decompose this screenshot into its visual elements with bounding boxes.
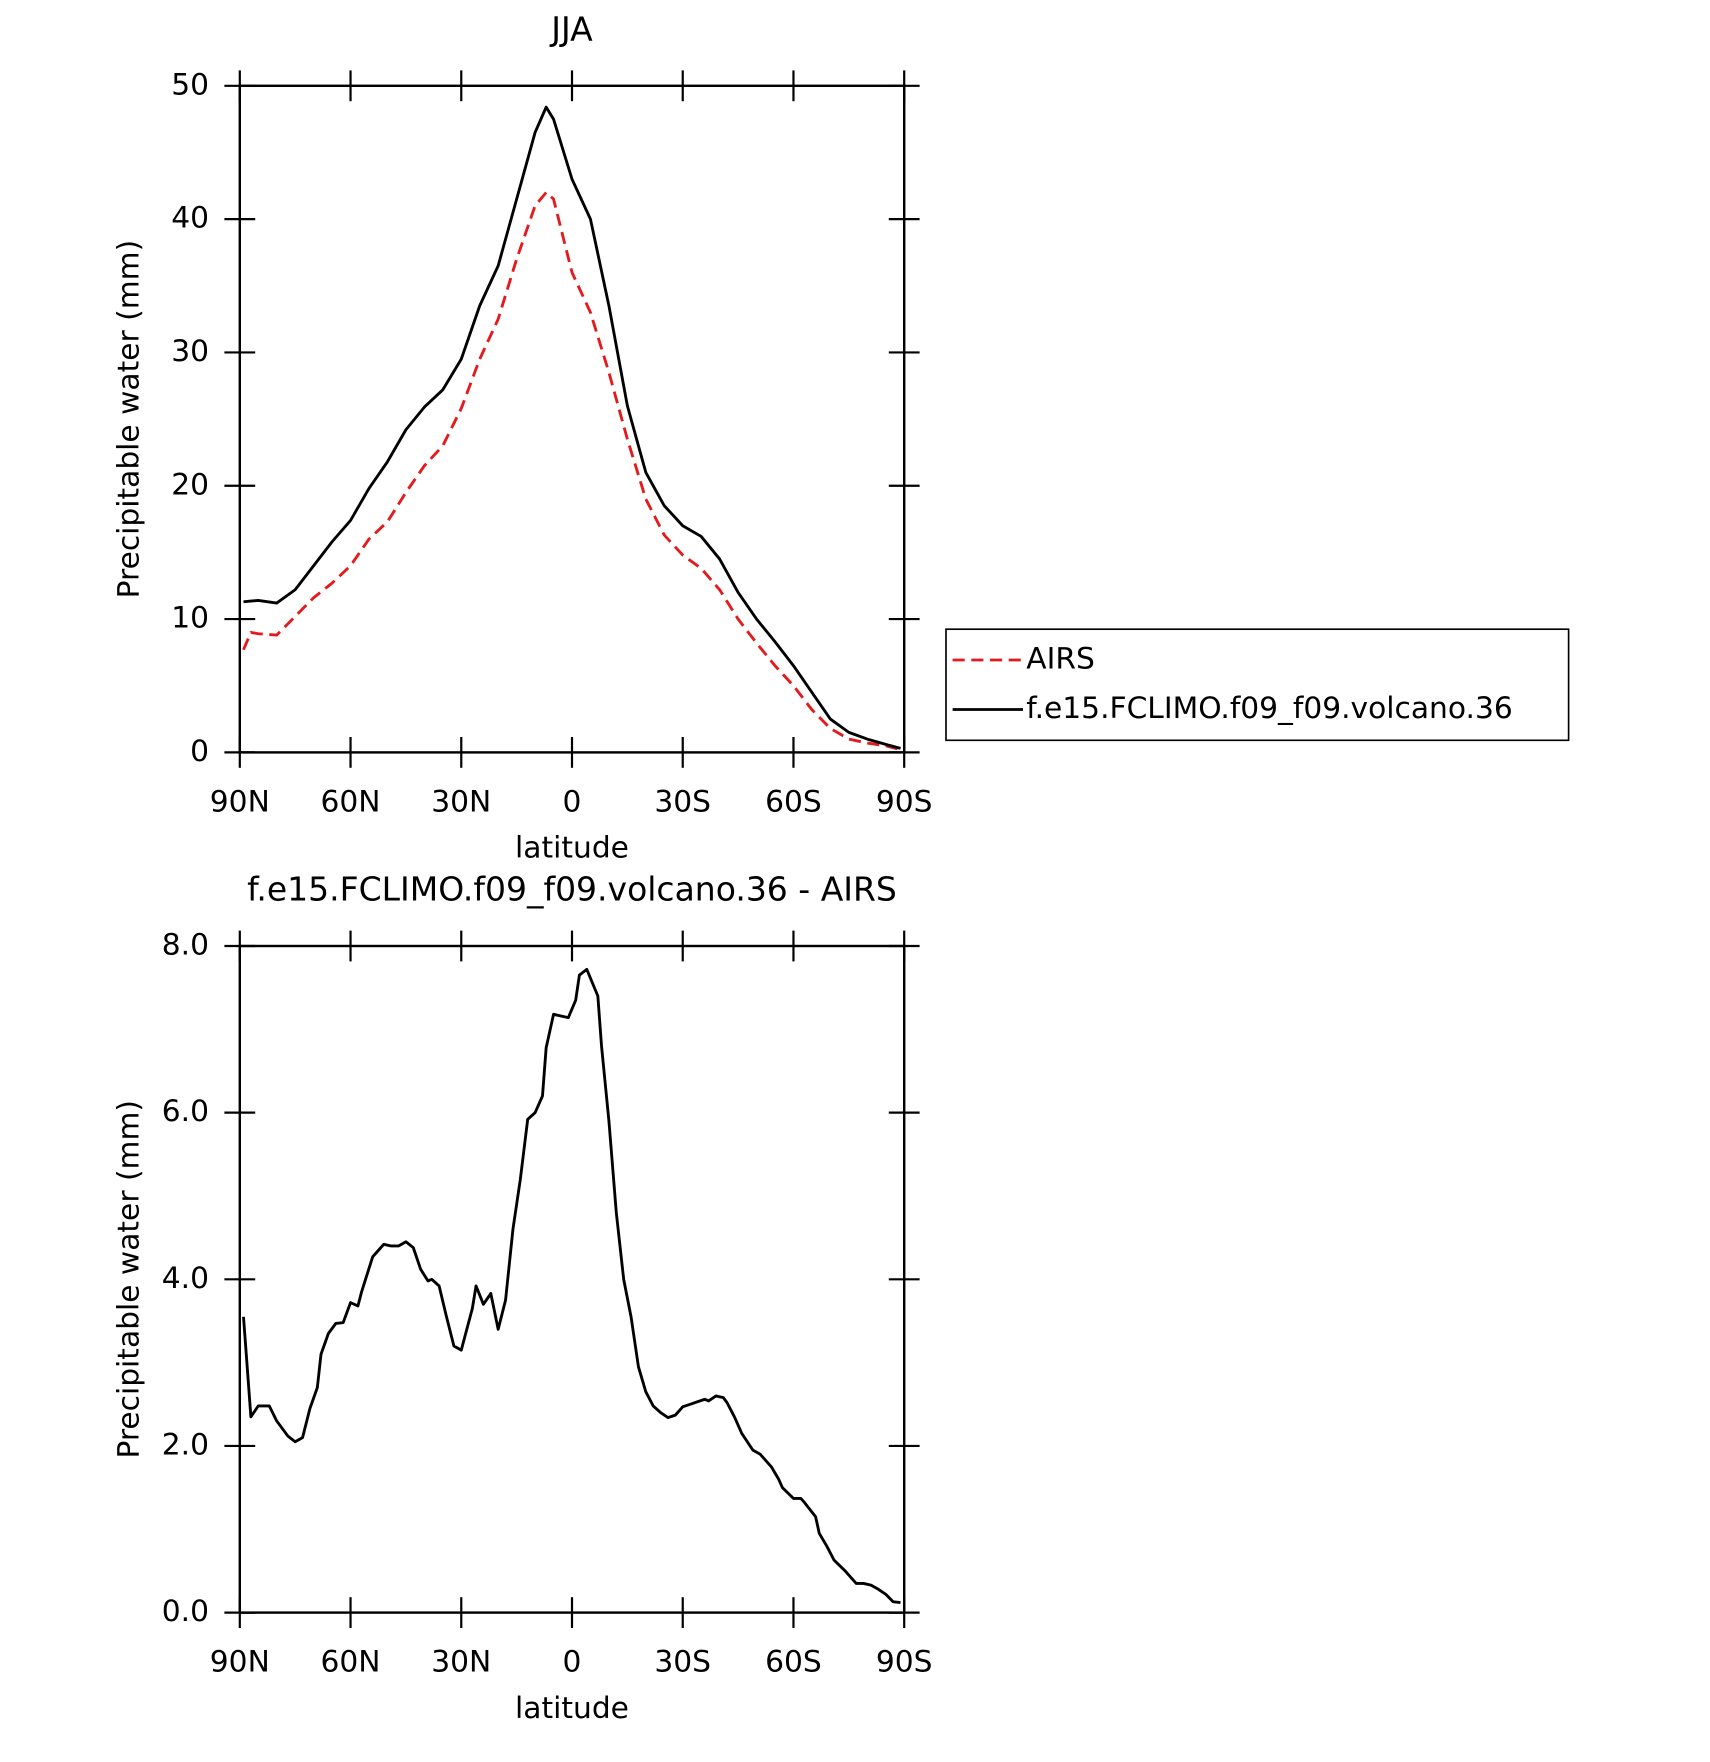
x-tick-label: 30S — [654, 784, 711, 819]
x-tick-label: 60N — [321, 1645, 381, 1680]
x-tick-label: 90N — [210, 1645, 270, 1680]
data-line — [243, 105, 901, 750]
y-tick-label: 0.0 — [162, 1594, 209, 1629]
y-axis-label: Precipitable water (mm) — [111, 1100, 146, 1459]
y-tick-label: 50 — [171, 67, 209, 102]
x-tick-label: 90N — [210, 784, 270, 819]
y-tick-label: 20 — [171, 467, 209, 502]
y-tick-label: 40 — [171, 201, 209, 236]
x-tick-label: 0 — [563, 784, 582, 819]
data-line — [242, 191, 901, 752]
chart-title: f.e15.FCLIMO.f09_f09.volcano.36 - AIRS — [247, 870, 897, 909]
chart-title: JJA — [549, 9, 593, 48]
x-tick-label: 60S — [765, 784, 822, 819]
legend-label: AIRS — [1026, 642, 1095, 677]
x-tick-label: 60N — [321, 784, 381, 819]
stage: JJA 0 10 20 30 40 50 90N 60N 30N 0 30S 60S 90S latitud… — [111, 9, 1570, 1726]
x-axis-label: latitude — [515, 1691, 629, 1726]
y-axis-label: Precipitable water (mm) — [111, 240, 146, 599]
y-tick-label: 2.0 — [162, 1427, 209, 1462]
data-line — [242, 967, 901, 1605]
x-tick-label: 30S — [654, 1645, 711, 1680]
x-axis-label: latitude — [515, 831, 629, 866]
y-tick-label: 10 — [171, 601, 209, 636]
x-tick-label: 90S — [876, 1645, 933, 1680]
legend-box — [945, 628, 1570, 742]
legend-label: f.e15.FCLIMO.f09_f09.volcano.36 — [1026, 691, 1512, 726]
y-tick-label: 6.0 — [162, 1094, 209, 1129]
y-tick-label: 4.0 — [162, 1261, 209, 1296]
y-tick-label: 0 — [190, 734, 209, 769]
y-tick-label: 30 — [171, 334, 209, 369]
y-tick-label: 8.0 — [162, 927, 209, 962]
x-tick-label: 60S — [765, 1645, 822, 1680]
x-tick-label: 90S — [876, 784, 933, 819]
x-tick-label: 30N — [431, 1645, 491, 1680]
x-tick-label: 30N — [431, 784, 491, 819]
x-tick-label: 0 — [563, 1645, 582, 1680]
